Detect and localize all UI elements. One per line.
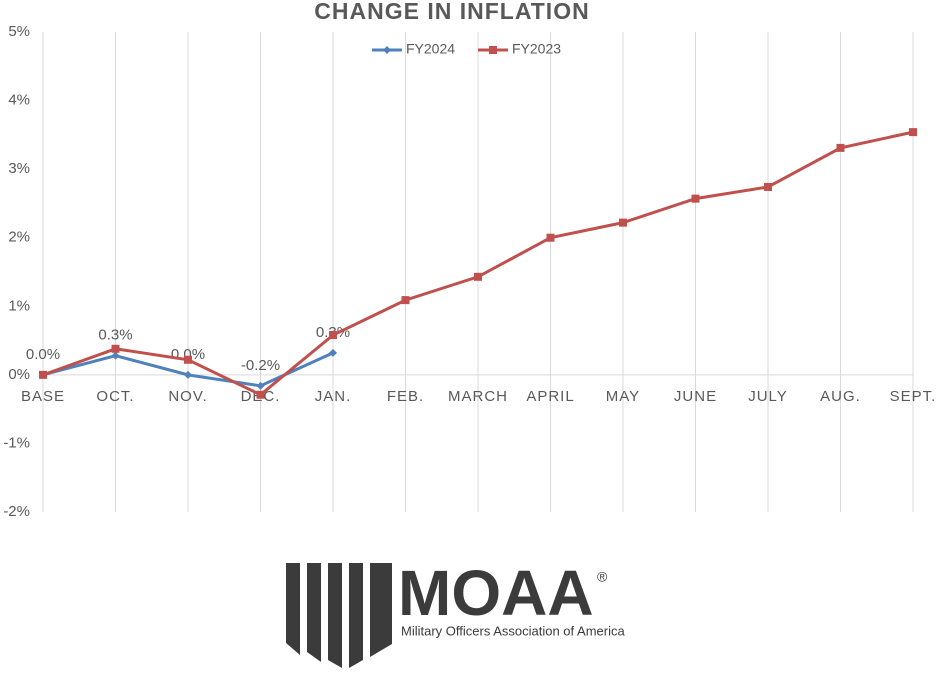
- marker: [401, 296, 410, 305]
- y-tick-label: 0%: [8, 366, 30, 383]
- logo-bar: [286, 563, 300, 655]
- y-tick-label: -2%: [3, 503, 30, 520]
- y-tick-label: 2%: [8, 229, 30, 246]
- x-tick-label: JULY: [748, 388, 788, 405]
- data-label: 0.3%: [98, 327, 132, 344]
- marker: [184, 370, 192, 379]
- y-tick-label: 4%: [8, 92, 30, 109]
- marker: [489, 46, 497, 54]
- marker: [111, 351, 120, 360]
- logo-bar: [328, 563, 342, 668]
- marker: [691, 194, 700, 203]
- y-tick-label: -1%: [3, 434, 30, 451]
- x-tick-label: OCT.: [96, 388, 134, 405]
- marker: [256, 381, 265, 390]
- logo-registered: ®: [597, 569, 608, 585]
- marker: [256, 390, 265, 399]
- x-tick-label: APRIL: [526, 388, 574, 405]
- logo-tagline: Military Officers Association of America: [401, 623, 625, 638]
- logo-bar: [307, 563, 321, 662]
- logo-name: MOAA: [398, 557, 594, 629]
- logo-bar: [370, 563, 392, 657]
- logo: [286, 563, 392, 668]
- x-tick-label: FEB.: [387, 388, 424, 405]
- x-tick-label: AUG.: [820, 388, 861, 405]
- y-tick-label: 5%: [8, 23, 30, 40]
- x-tick-label: JUNE: [674, 388, 717, 405]
- y-tick-label: 1%: [8, 297, 30, 314]
- marker: [329, 348, 337, 357]
- marker: [546, 233, 555, 242]
- marker: [111, 344, 120, 353]
- marker: [836, 143, 845, 152]
- data-label: -0.2%: [241, 357, 280, 374]
- legend-label: FY2023: [512, 41, 561, 57]
- marker: [184, 355, 192, 364]
- marker: [764, 182, 772, 191]
- marker: [39, 370, 47, 379]
- x-tick-label: BASE: [21, 388, 65, 405]
- data-label: 0.0%: [26, 346, 60, 363]
- x-tick-label: MAY: [606, 388, 640, 405]
- y-tick-label: 3%: [8, 160, 30, 177]
- marker: [474, 272, 482, 281]
- logo-bar: [349, 563, 363, 668]
- marker: [619, 218, 627, 227]
- x-tick-label: NOV.: [168, 388, 207, 405]
- x-tick-label: SEPT.: [890, 388, 937, 405]
- marker: [329, 331, 337, 340]
- legend-label: FY2024: [406, 41, 455, 57]
- chart-title: CHANGE IN INFLATION: [314, 0, 589, 24]
- x-tick-label: MARCH: [448, 388, 508, 405]
- x-tick-label: JAN.: [315, 388, 352, 405]
- marker: [383, 46, 391, 54]
- marker: [909, 128, 917, 137]
